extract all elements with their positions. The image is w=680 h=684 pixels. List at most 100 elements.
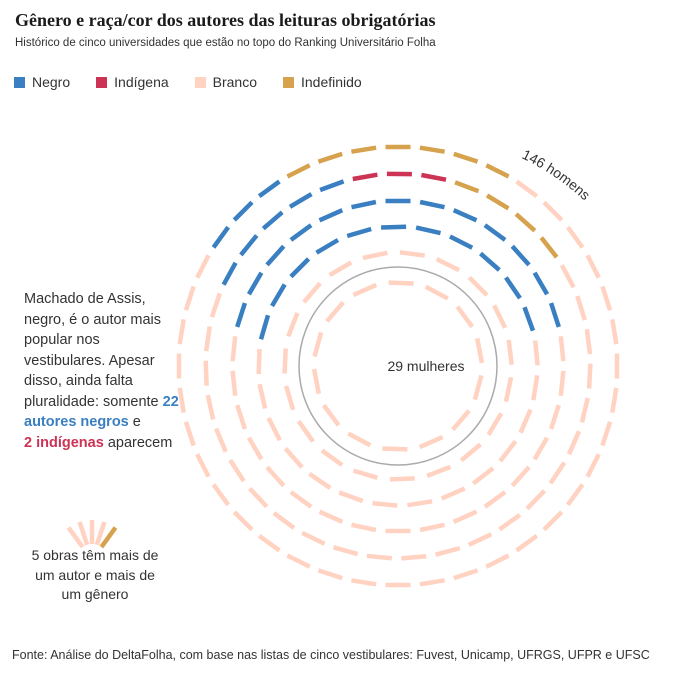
author-mark-branco [211,483,231,507]
author-mark-indefinido [454,180,480,194]
author-mark-branco [195,254,211,279]
author-mark-branco [321,403,341,427]
author-mark-branco [296,419,315,443]
author-mark-negro [318,208,344,223]
author-mark-branco [498,439,518,463]
inner-ring-circle [298,266,498,466]
multi-gender-mark [66,526,85,549]
legend-label-branco: Branco [212,74,257,90]
author-mark-branco [228,458,246,483]
author-mark-negro [448,234,474,250]
author-mark-branco [492,304,508,329]
author-mark-negro [270,283,287,308]
author-mark-branco [352,282,378,297]
author-mark-branco [472,374,484,401]
legend-item-indefinido: Indefinido [283,74,362,90]
author-mark-branco [586,363,593,389]
author-mark-branco [565,225,585,249]
author-mark-branco [525,489,547,511]
author-mark-branco [325,300,345,323]
author-mark-branco [600,285,613,311]
author-mark-branco [256,349,262,375]
author-mark-branco [610,387,619,413]
author-mark-negro [258,314,271,340]
author-mark-branco [483,490,507,509]
author-mark-negro [532,271,550,296]
author-mark-negro [381,224,407,230]
author-mark-branco [317,568,343,581]
author-mark-branco [401,554,427,561]
author-mark-branco [328,260,353,278]
author-mark-branco [205,394,216,420]
chart-marks [176,144,620,588]
author-mark-branco [232,510,254,532]
author-mark-indefinido [514,212,537,233]
chart-title: Gênero e raça/cor dos autores das leitur… [15,10,436,30]
legend-swatch-indefinido [283,76,294,88]
author-mark-negro [510,244,531,267]
author-mark-branco [209,292,222,318]
author-mark-branco [366,553,393,561]
author-mark-branco [203,326,212,352]
author-mark-branco [372,500,398,508]
author-mark-negro [479,251,501,272]
author-mark-branco [283,385,296,411]
annotation-pre: Machado de Assis, negro, é o autor mais … [24,291,162,410]
author-mark-branco [515,179,539,199]
author-mark-branco [318,509,344,524]
author-mark-branco [419,522,445,533]
author-mark-branco [579,397,590,423]
author-mark-branco [347,431,372,448]
author-mark-branco [451,409,471,432]
author-mark-branco [435,257,461,273]
author-mark-branco [352,468,379,480]
author-mark-branco [418,435,444,450]
legend-label-indigena: Indígena [114,74,169,90]
author-mark-branco [518,408,533,434]
author-mark-branco [575,295,587,321]
author-mark-branco [266,416,282,442]
author-mark-branco [435,546,461,557]
source-note: Fonte: Análise do DeltaFolha, com base n… [12,648,650,662]
author-mark-negro [221,261,238,286]
author-mark-branco [498,513,522,532]
annotation-mid: e [132,414,141,430]
author-mark-branco [195,453,211,478]
author-mark-indefinido [351,145,377,154]
author-mark-branco [565,483,585,507]
author-mark-branco [558,336,566,362]
author-mark-branco [426,464,452,478]
author-mark-branco [230,336,238,362]
author-mark-branco [585,453,601,478]
author-mark-branco [399,250,425,258]
author-mark-branco [265,465,286,488]
author-mark-negro [211,225,231,249]
author-mark-branco [467,532,493,547]
author-mark-branco [257,533,281,553]
author-mark-branco [235,404,248,430]
author-mark-branco [467,275,489,297]
author-mark-branco [351,578,377,587]
author-mark-branco [246,436,264,461]
women-count-label: 29 mulheres [387,358,464,374]
legend-label-negro: Negro [32,74,71,90]
author-mark-branco [332,545,359,557]
author-mark-indefinido [453,151,479,164]
author-mark-negro [548,302,561,328]
author-mark-branco [532,340,540,366]
author-mark-branco [214,427,228,453]
legend-label-indefinido: Indefinido [301,74,362,90]
author-mark-branco [183,421,196,447]
author-mark-negro [246,271,264,296]
author-mark-branco [542,200,564,222]
author-mark-branco [389,476,415,482]
author-mark-branco [485,553,510,569]
author-mark-negro [415,225,441,236]
author-mark-negro [235,302,248,328]
author-mark-branco [338,490,364,504]
author-mark-branco [455,305,475,329]
author-mark-negro [483,223,507,242]
author-mark-branco [248,486,269,509]
author-mark-branco [320,448,344,467]
